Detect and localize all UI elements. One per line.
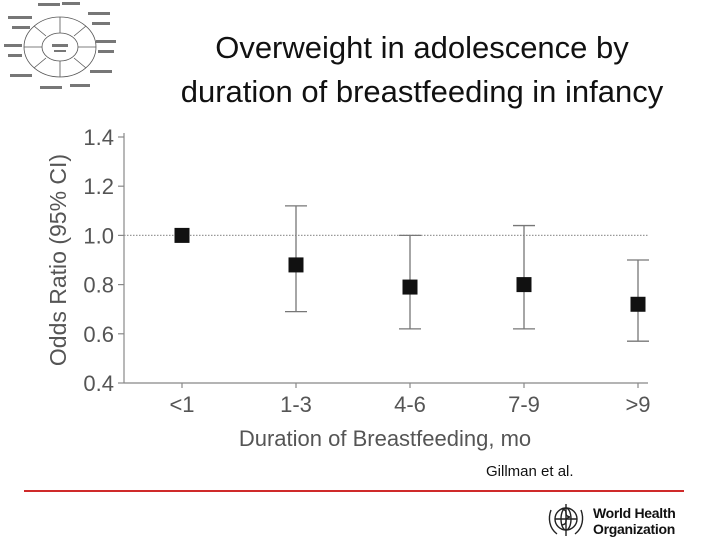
footer-rule (24, 490, 684, 492)
x-axis-title: Duration of Breastfeeding, mo (239, 426, 531, 451)
who-wordmark: World Health Organization (593, 505, 676, 537)
y-tick-label: 1.4 (83, 125, 114, 150)
who-emblem-icon (548, 504, 584, 536)
cycle-diagram-icon (4, 2, 116, 89)
odds-ratio-chart: 0.4 0.6 0.8 1.0 1.2 1.4 <1 1-3 4-6 7-9 >9 Odds Rat… (45, 125, 651, 451)
org-line-2: Organization (593, 521, 675, 537)
x-tick-label: 4-6 (394, 392, 426, 417)
org-line-1: World Health (593, 505, 676, 521)
data-point (174, 227, 190, 243)
title-line-2: duration of breastfeeding in infancy (180, 74, 664, 109)
chart-axes: 0.4 0.6 0.8 1.0 1.2 1.4 <1 1-3 4-6 7-9 >9 (83, 125, 650, 417)
data-point (516, 277, 532, 293)
data-point (402, 279, 418, 295)
y-tick-label: 0.4 (83, 371, 114, 396)
title-line-1: Overweight in adolescence by (215, 30, 629, 65)
y-tick-label: 1.0 (83, 223, 114, 248)
y-tick-label: 0.8 (83, 273, 114, 298)
x-tick-label: 1-3 (280, 392, 312, 417)
x-tick-label: <1 (169, 392, 194, 417)
data-point (288, 257, 304, 273)
x-tick-label: 7-9 (508, 392, 540, 417)
data-point (630, 296, 646, 312)
x-tick-label: >9 (625, 392, 650, 417)
y-axis-title: Odds Ratio (95% CI) (45, 154, 71, 366)
who-logo: World Health Organization (545, 500, 715, 540)
y-tick-label: 0.6 (83, 322, 114, 347)
slide-title: Overweight in adolescence by duration of… (130, 26, 714, 114)
citation: Gillman et al. (486, 463, 574, 480)
y-tick-label: 1.2 (83, 174, 114, 199)
chart-marks (174, 205, 649, 342)
